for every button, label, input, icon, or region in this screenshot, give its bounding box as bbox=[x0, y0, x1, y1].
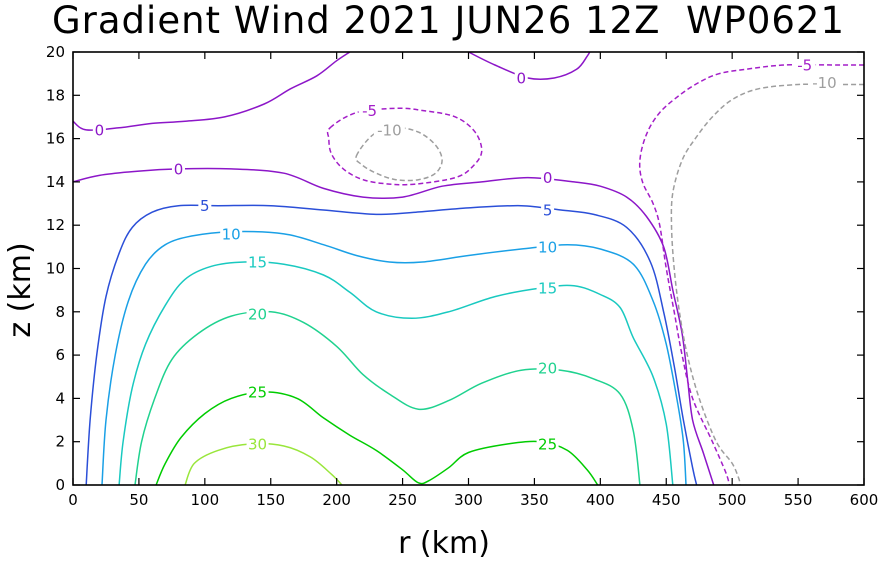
contour-label: 25 bbox=[538, 435, 557, 453]
contour-label: -10 bbox=[812, 74, 837, 92]
y-tick-label: 0 bbox=[55, 476, 65, 494]
y-axis-title: z (km) bbox=[3, 242, 38, 337]
contour-label: 30 bbox=[248, 435, 267, 453]
contour-label-bg bbox=[541, 202, 555, 219]
contour-label-bg bbox=[808, 74, 840, 91]
contour-label: -5 bbox=[797, 56, 812, 74]
contour-lines bbox=[72, 51, 865, 486]
contour-label-bg bbox=[536, 360, 559, 377]
x-tick-label: 400 bbox=[586, 491, 615, 509]
contour-label: 5 bbox=[543, 202, 553, 220]
contour-label: -5 bbox=[362, 102, 377, 120]
y-axis: 0 2 4 6 8 10 12 14 16 18 20 bbox=[46, 43, 864, 494]
contour-label: 5 bbox=[200, 197, 210, 215]
contour-label-bg bbox=[246, 254, 269, 271]
x-tick-label: 250 bbox=[388, 491, 417, 509]
contour-label-bg bbox=[536, 279, 559, 296]
x-tick-label: 50 bbox=[129, 491, 148, 509]
x-tick-label: 0 bbox=[68, 491, 78, 509]
contour-label-bg bbox=[198, 197, 212, 214]
contour-label: 15 bbox=[248, 254, 267, 272]
x-tick-label: 150 bbox=[256, 491, 285, 509]
y-tick-label: 4 bbox=[55, 389, 65, 407]
contour-line-0 bbox=[72, 51, 351, 131]
x-axis: 0 50 100 150 200 250 300 350 400 450 500 550 600 bbox=[68, 52, 878, 509]
contour-label-bg bbox=[536, 238, 559, 255]
x-tick-label: 450 bbox=[652, 491, 681, 509]
contour-line-neg5 bbox=[326, 107, 483, 186]
x-axis-title: r (km) bbox=[398, 526, 490, 561]
y-tick-label: 2 bbox=[55, 433, 65, 451]
contour-line-15 bbox=[118, 261, 674, 486]
x-tick-label: 100 bbox=[191, 491, 220, 509]
contour-line-5 bbox=[85, 204, 698, 486]
contour-line-0 bbox=[72, 167, 715, 486]
contour-line-0 bbox=[468, 51, 591, 81]
x-tick-label: 350 bbox=[520, 491, 549, 509]
contour-label: 25 bbox=[248, 383, 267, 401]
contour-label-bg bbox=[92, 121, 106, 138]
contour-label: 10 bbox=[538, 238, 557, 256]
y-tick-label: 18 bbox=[46, 86, 65, 104]
contour-label: 0 bbox=[543, 169, 553, 187]
contour-label-bg bbox=[358, 102, 381, 119]
plot-frame bbox=[72, 51, 865, 486]
contour-label: 10 bbox=[222, 225, 241, 243]
chart-title: Gradient Wind 2021 JUN26 12Z WP0621 bbox=[52, 0, 846, 42]
contour-label-bg bbox=[514, 69, 528, 86]
y-tick-label: 16 bbox=[46, 130, 65, 148]
y-tick-label: 14 bbox=[46, 173, 65, 191]
contour-label: 20 bbox=[538, 360, 557, 378]
y-tick-label: 6 bbox=[55, 346, 65, 364]
contour-label: -10 bbox=[377, 121, 402, 139]
contour-label-bg bbox=[246, 305, 269, 322]
contour-label-bg bbox=[793, 56, 816, 73]
x-tick-label: 300 bbox=[454, 491, 483, 509]
x-tick-label: 550 bbox=[784, 491, 813, 509]
x-tick-label: 200 bbox=[322, 491, 351, 509]
contour-label: 15 bbox=[538, 279, 557, 297]
contour-label-bg bbox=[373, 121, 405, 138]
contour-label-bg bbox=[246, 383, 269, 400]
x-tick-label: 500 bbox=[718, 491, 747, 509]
contour-line-20 bbox=[134, 310, 641, 486]
y-tick-label: 10 bbox=[46, 260, 65, 278]
contour-label: 0 bbox=[95, 121, 105, 139]
contour-line-neg5 bbox=[638, 63, 864, 486]
y-tick-label: 12 bbox=[46, 216, 65, 234]
contour-label-bg bbox=[541, 169, 555, 186]
contour-label-bg bbox=[220, 225, 243, 242]
y-tick-label: 20 bbox=[46, 43, 65, 61]
contour-line-25 bbox=[155, 391, 599, 486]
contour-label-bg bbox=[171, 160, 185, 177]
contour-label-bg bbox=[536, 435, 559, 452]
contour-line-10 bbox=[101, 230, 687, 486]
x-tick-label: 600 bbox=[850, 491, 879, 509]
contour-label: 0 bbox=[174, 160, 184, 178]
contour-label: 0 bbox=[516, 69, 526, 87]
contour-line-neg10 bbox=[670, 83, 865, 486]
y-tick-label: 8 bbox=[55, 303, 65, 321]
contour-label-bg bbox=[246, 435, 269, 452]
contour-label: 20 bbox=[248, 305, 267, 323]
